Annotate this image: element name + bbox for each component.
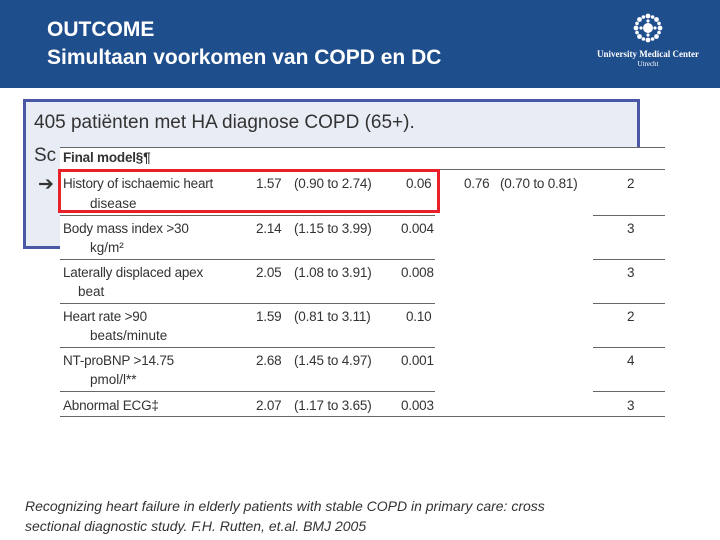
row-score: 3 — [627, 398, 635, 413]
arrow-bullet-icon: ➔ — [38, 174, 54, 195]
row-score: 3 — [627, 265, 635, 280]
umc-logo: University Medical Center Utrecht — [596, 10, 700, 68]
row-label-cont: disease — [90, 196, 137, 211]
row-p: 0.004 — [401, 221, 434, 236]
row-or: 1.59 — [256, 309, 282, 324]
row-p: 0.001 — [401, 353, 434, 368]
row-or: 1.57 — [256, 176, 282, 191]
citation: Recognizing heart failure in elderly pat… — [25, 496, 645, 536]
slide-header: OUTCOME Simultaan voorkomen van COPD en … — [0, 0, 720, 88]
citation-line1: Recognizing heart failure in elderly pat… — [25, 498, 545, 514]
logo-text-line1: University Medical Center — [597, 49, 699, 59]
table-rule — [593, 215, 665, 216]
row-ci: (0.90 to 2.74) — [294, 176, 372, 191]
table-rule — [60, 147, 665, 148]
sunburst-logo-icon — [633, 13, 663, 43]
row-label: Body mass index >30 — [63, 221, 189, 236]
citation-line2: sectional diagnostic study. F.H. Rutten,… — [25, 518, 367, 534]
table-rule — [60, 416, 665, 417]
row-score: 2 — [627, 176, 635, 191]
table-header: Final model§¶ — [63, 150, 151, 165]
logo-text-line2: Utrecht — [637, 60, 659, 68]
results-table: Final model§¶ History of ischaemic heart… — [60, 147, 665, 417]
row-p: 0.003 — [401, 398, 434, 413]
row-label-cont: kg/m² — [90, 240, 124, 255]
row-label: History of ischaemic heart — [63, 176, 214, 191]
slide-title-line2: Simultaan voorkomen van COPD en DC — [47, 46, 442, 69]
row-label: Laterally displaced apex — [63, 265, 204, 280]
row-auc: 0.76 — [464, 176, 490, 191]
row-label-cont: beats/minute — [90, 328, 168, 343]
row-auc-ci: (0.70 to 0.81) — [500, 176, 578, 191]
row-or: 2.68 — [256, 353, 282, 368]
row-p: 0.008 — [401, 265, 434, 280]
table-rule — [593, 259, 665, 260]
row-label-cont: pmol/l** — [90, 372, 137, 387]
row-p: 0.10 — [406, 309, 432, 324]
row-label: NT-proBNP >14.75 — [63, 353, 174, 368]
row-ci: (0.81 to 3.11) — [294, 309, 371, 324]
table-rule — [60, 347, 435, 348]
slide-title: OUTCOME Simultaan voorkomen van COPD en … — [47, 16, 441, 72]
highlight-box — [58, 169, 440, 213]
table-rule — [593, 391, 665, 392]
row-score: 4 — [627, 353, 635, 368]
table-rule — [60, 215, 435, 216]
table-rule — [593, 303, 665, 304]
box-line-2: Sc — [34, 145, 57, 166]
row-or: 2.05 — [256, 265, 282, 280]
row-ci: (1.45 to 4.97) — [294, 353, 372, 368]
table-rule — [60, 303, 435, 304]
row-label: Heart rate >90 — [63, 309, 147, 324]
row-score: 3 — [627, 221, 635, 236]
table-rule — [60, 259, 435, 260]
row-or: 2.14 — [256, 221, 282, 236]
row-label-cont: beat — [78, 284, 105, 299]
table-rule — [60, 391, 435, 392]
row-label: Abnormal ECG‡ — [63, 398, 159, 413]
box-line-1: 405 patiënten met HA diagnose COPD (65+)… — [34, 112, 415, 133]
row-ci: (1.17 to 3.65) — [294, 398, 372, 413]
row-p: 0.06 — [406, 176, 432, 191]
row-or: 2.07 — [256, 398, 282, 413]
slide-title-line1: OUTCOME — [47, 18, 155, 41]
row-ci: (1.08 to 3.91) — [294, 265, 372, 280]
row-score: 2 — [627, 309, 635, 324]
table-rule — [593, 347, 665, 348]
row-ci: (1.15 to 3.99) — [294, 221, 372, 236]
